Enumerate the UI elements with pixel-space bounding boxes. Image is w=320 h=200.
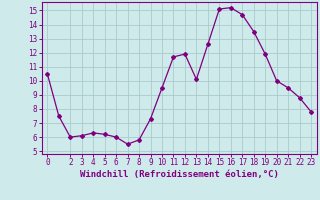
X-axis label: Windchill (Refroidissement éolien,°C): Windchill (Refroidissement éolien,°C) (80, 170, 279, 179)
